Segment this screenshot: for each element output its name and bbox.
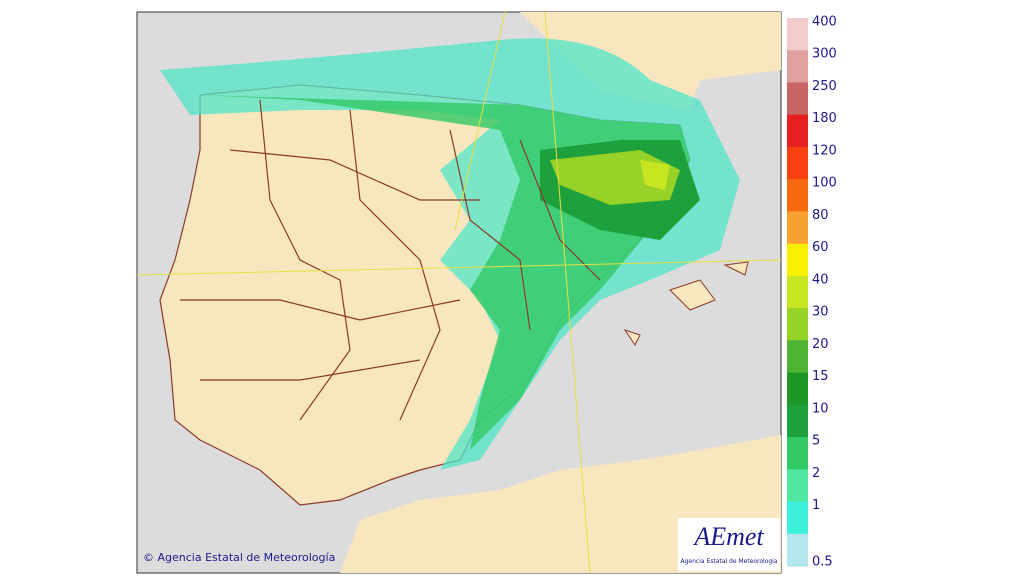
legend-swatch [787,211,808,245]
legend: 400 300 250 180 120 100 80 60 40 30 20 15 10 5 2 1 0.5 [787,15,837,570]
copyright: © Agencia Estatal de Meteorología [143,551,335,564]
graticule [544,11,591,574]
legend-label: 10 [812,401,829,416]
legend-label: 0.5 [812,555,833,570]
legend-label: 60 [812,240,829,255]
legend-swatch [787,404,808,438]
rain-area [640,160,670,190]
legend-swatch [787,533,808,567]
legend-swatch [787,50,808,83]
legend-label: 5 [812,434,820,449]
legend-label: 30 [812,305,829,320]
legend-label: 40 [812,272,829,287]
legend-swatch [787,501,808,535]
legend-label: 2 [812,466,820,481]
africa [340,435,781,573]
legend-label: 400 [812,15,837,30]
legend-swatch [787,308,808,341]
logo-subtitle: Agencia Estatal de Meteorología [681,558,778,565]
graticule [136,259,782,276]
legend-label: 120 [812,143,837,158]
legend-label: 100 [812,176,837,191]
legend-label: 80 [812,208,829,223]
legend-swatch [787,82,808,116]
legend-swatch [787,114,808,148]
legend-swatch [787,243,808,277]
map: © Agencia Estatal de Meteorología AEmet … [136,11,782,574]
legend-label: 180 [812,111,837,126]
legend-swatch [787,179,808,212]
legend-label: 250 [812,79,837,94]
graticule [454,11,506,231]
legend-swatch [787,18,808,51]
legend-swatch [787,340,808,374]
logo-box [678,518,780,571]
islands [623,261,749,346]
logo: AEmet [692,522,764,551]
legend-swatch [787,437,808,470]
legend-label: 15 [812,369,829,384]
legend-label: 20 [812,337,829,352]
legend-label: 1 [812,498,820,513]
legend-swatch [787,469,808,503]
legend-swatch [787,275,808,309]
legend-swatch [787,146,808,180]
legend-swatch [787,372,808,406]
france [520,12,781,110]
borders [180,99,601,421]
legend-label: 300 [812,47,837,62]
